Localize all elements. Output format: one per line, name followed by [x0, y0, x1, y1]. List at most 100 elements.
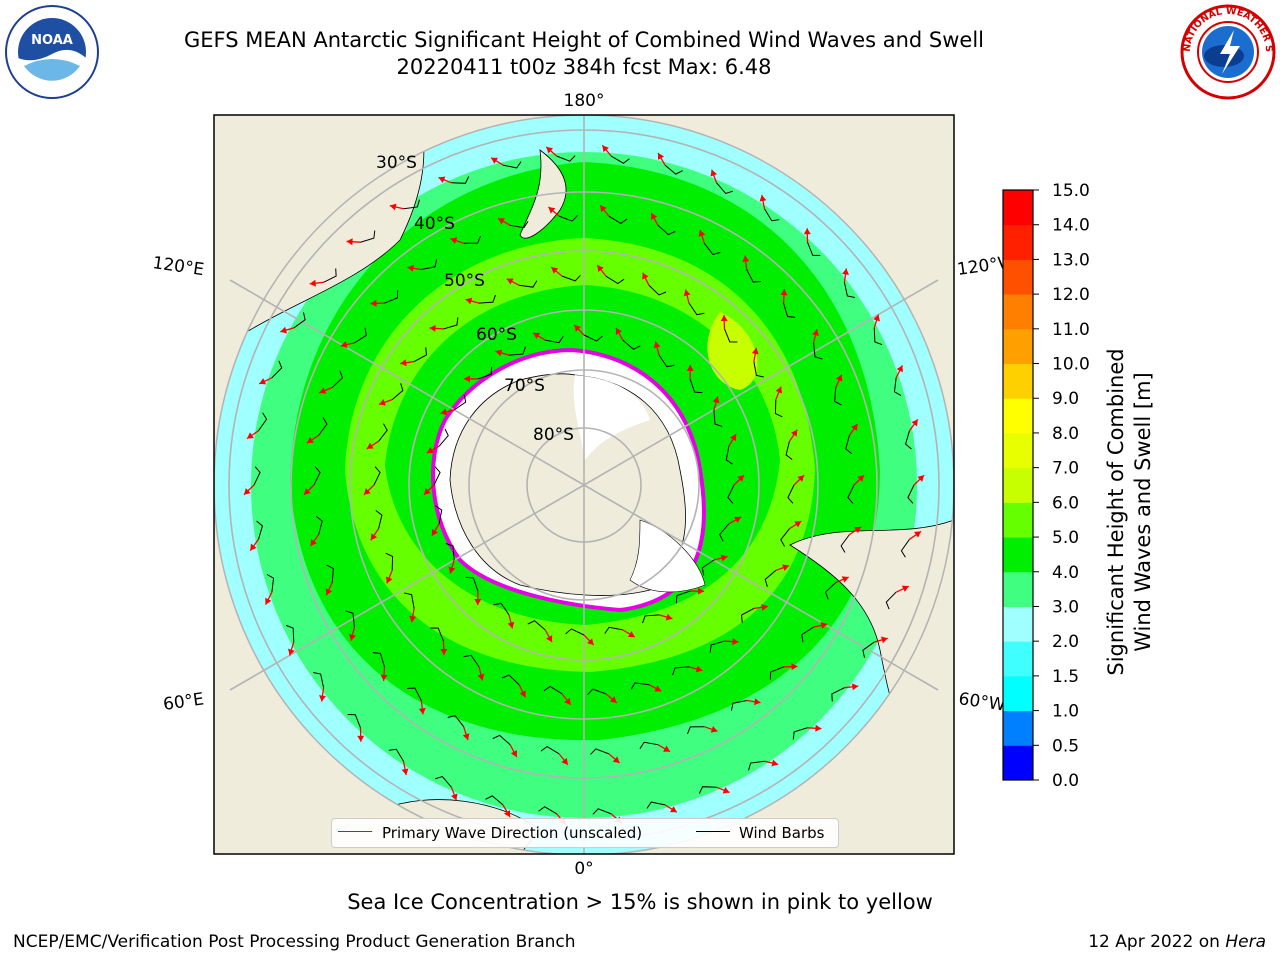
colorbar-segment — [1003, 328, 1033, 365]
wind-barb — [331, 370, 344, 388]
wave-arrow-head — [669, 806, 677, 813]
wave-arrow-head — [851, 423, 858, 431]
wave-arrow-head — [873, 314, 880, 322]
wind-barb — [672, 666, 690, 676]
wave-arrow-head — [797, 475, 805, 482]
wave-arrow-head — [759, 194, 767, 202]
wind-barb — [391, 383, 404, 400]
wind-barb — [323, 268, 337, 283]
wave-arrow-head — [438, 176, 446, 184]
chart-title-line1: GEFS MEAN Antarctic Significant Height o… — [183, 28, 985, 52]
legend-primary-wave: Primary Wave Direction (unscaled) — [382, 824, 643, 842]
wave-arrow-head — [794, 521, 802, 528]
colorbar-tick-label: 7.0 — [1052, 459, 1079, 479]
wind-barb — [453, 394, 467, 411]
wave-arrow-head — [901, 585, 909, 592]
colorbar-segment — [1003, 745, 1033, 781]
wave-arrow-head — [431, 528, 439, 536]
wave-arrow-head — [654, 685, 662, 692]
colorbar-tick-label: 1.5 — [1052, 667, 1079, 687]
wind-barb — [774, 399, 783, 418]
colorbar-segment — [1003, 467, 1033, 503]
wind-barb — [477, 366, 493, 380]
wave-arrow-head — [722, 786, 730, 794]
colorbar-segment — [1003, 710, 1033, 746]
wave-arrow-head — [642, 272, 649, 280]
wave-arrow-head — [729, 434, 737, 442]
wave-arrow-head — [612, 756, 620, 763]
wind-barb — [792, 727, 808, 740]
lon-label-60w: 60°W — [957, 689, 1006, 715]
wave-arrow-head — [477, 673, 485, 681]
colorbar-tick-label: 10.0 — [1052, 355, 1090, 375]
wind-barb — [384, 290, 399, 304]
wind-barb — [900, 539, 910, 558]
wave-arrow-head — [243, 488, 251, 495]
wave-arrow-head — [803, 228, 811, 235]
wave-arrow-head — [265, 597, 272, 605]
wind-barb — [904, 430, 912, 450]
wave-arrow-head — [698, 587, 705, 595]
wind-barb — [657, 224, 676, 236]
wind-barb — [843, 282, 855, 298]
wind-barb — [831, 687, 845, 702]
wind-barb — [713, 409, 723, 427]
wind-barb — [493, 602, 510, 616]
legend-wave-line — [338, 831, 372, 832]
wave-direction-and-wind-barbs — [243, 144, 925, 826]
wave-arrow-head — [379, 399, 386, 406]
wind-barb — [893, 377, 902, 396]
lat-label-30s: 30°S — [376, 153, 417, 173]
wave-arrow-head — [463, 375, 470, 383]
wave-arrow-head — [259, 378, 267, 385]
wind-barb — [824, 582, 837, 600]
colorbar-tick-label: 6.0 — [1052, 493, 1079, 513]
wind-barb — [558, 215, 578, 222]
wind-barb — [347, 714, 361, 728]
wind-barb — [748, 760, 765, 771]
wind-barb — [639, 741, 658, 749]
footer-credit: NCEP/EMC/Verification Post Processing Pr… — [13, 932, 576, 952]
wind-barb — [519, 280, 538, 288]
wind-barb — [256, 520, 264, 540]
wind-barb — [501, 674, 520, 686]
wind-barb — [360, 230, 376, 243]
wind-barb — [463, 235, 482, 244]
wave-arrow-head — [507, 621, 515, 629]
wave-arrow-head — [732, 638, 739, 646]
wind-barb — [326, 564, 334, 583]
wind-barb — [664, 164, 683, 175]
wave-arrow-head — [474, 599, 482, 606]
wave-arrow-head — [712, 396, 720, 404]
wind-barb — [592, 808, 612, 815]
wave-arrow-head — [346, 238, 353, 246]
wind-barb — [686, 726, 705, 735]
wave-arrow-head — [775, 386, 783, 394]
wind-barb — [862, 641, 875, 658]
wave-arrow-head — [695, 665, 703, 673]
wave-arrow-head — [366, 442, 374, 449]
colorbar-segment — [1003, 190, 1033, 226]
wind-barb — [403, 199, 420, 210]
wind-barb — [801, 626, 814, 643]
noaa-logo-text: NOAA — [31, 33, 73, 48]
wave-arrow-head — [363, 488, 371, 495]
nws-logo: NATIONAL WEATHER SERVICE — [1180, 4, 1276, 100]
wave-arrow-head — [250, 543, 257, 551]
lat-label-50s: 50°S — [444, 271, 485, 291]
wave-arrow-head — [914, 531, 922, 538]
wave-arrow-head — [510, 750, 517, 758]
wave-arrow-head — [734, 516, 742, 523]
wave-arrow-head — [683, 289, 691, 297]
wave-field-6-7m — [707, 312, 758, 390]
wave-arrow-head — [495, 349, 503, 357]
colorbar-tick-label: 2.0 — [1052, 632, 1079, 652]
wind-barb — [587, 688, 607, 696]
new-zealand-land — [519, 149, 567, 239]
wave-arrow-head — [506, 278, 514, 285]
wind-barb — [502, 161, 522, 169]
wind-barb — [485, 795, 504, 806]
colorbar-title-line1: Significant Height of Combined — [1104, 348, 1128, 676]
wind-barb — [622, 339, 641, 350]
wave-arrow-head — [533, 332, 541, 340]
